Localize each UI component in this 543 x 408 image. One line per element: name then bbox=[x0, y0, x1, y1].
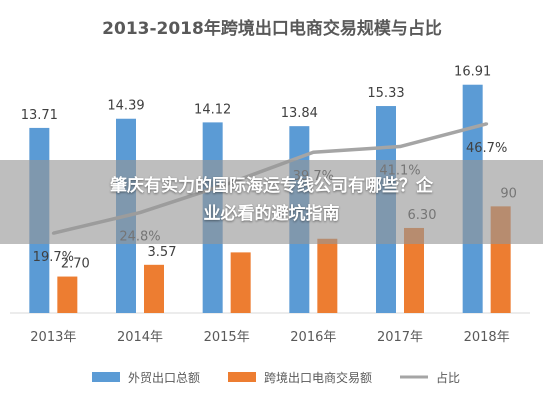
x-tick-label-0: 2013年 bbox=[30, 330, 76, 345]
bar-label-export-total-5: 16.91 bbox=[454, 65, 491, 80]
bar-ecommerce-3 bbox=[317, 238, 338, 313]
bar-label-export-total-0: 13.71 bbox=[21, 108, 58, 123]
ratio-point-4 bbox=[398, 145, 402, 149]
bar-label-export-total-4: 15.33 bbox=[367, 86, 404, 101]
bar-label-export-total-1: 14.39 bbox=[107, 99, 144, 114]
legend: 外贸出口总额 跨境出口电商交易额 占比 bbox=[92, 370, 460, 385]
legend-swatch-0 bbox=[92, 372, 120, 382]
banner-line-2: 业必看的避坑指南 bbox=[203, 204, 340, 224]
ratio-point-5 bbox=[485, 122, 489, 126]
bar-label-ecommerce-0: 2.70 bbox=[61, 257, 90, 272]
bar-label-ecommerce-1: 3.57 bbox=[148, 245, 177, 260]
legend-label-2: 占比 bbox=[436, 370, 460, 385]
bar-ecommerce-0 bbox=[57, 276, 78, 313]
x-tick-label-3: 2016年 bbox=[290, 330, 336, 345]
x-tick-label-5: 2018年 bbox=[464, 330, 510, 345]
bar-label-export-total-2: 14.12 bbox=[194, 102, 231, 117]
legend-label-1: 跨境出口电商交易额 bbox=[264, 370, 372, 385]
chart-title: 2013-2018年跨境出口电商交易规模与占比 bbox=[102, 18, 442, 39]
banner-line-1: 肇庆有实力的国际海运专线公司有哪些？企 bbox=[110, 176, 433, 196]
bar-ecommerce-4 bbox=[404, 227, 424, 313]
legend-label-0: 外贸出口总额 bbox=[128, 371, 200, 385]
overlay-banner-text: 肇庆有实力的国际海运专线公司有哪些？企 业必看的避坑指南 bbox=[0, 172, 543, 228]
x-tick-label-2: 2015年 bbox=[204, 330, 250, 345]
legend-swatch-1 bbox=[228, 372, 256, 382]
bar-label-export-total-3: 13.84 bbox=[281, 106, 318, 121]
ratio-point-3 bbox=[311, 150, 315, 154]
ratio-label-0: 19.7% bbox=[33, 250, 74, 265]
x-tick-label-1: 2014年 bbox=[117, 330, 163, 345]
bar-ecommerce-1 bbox=[144, 264, 164, 313]
x-tick-label-4: 2017年 bbox=[377, 330, 423, 345]
overlay-banner bbox=[0, 160, 543, 244]
bar-ecommerce-2 bbox=[230, 252, 251, 313]
ratio-label-5: 46.7% bbox=[466, 141, 507, 156]
x-tick-labels: 2013年 2014年 2015年 2016年 2017年 2018年 bbox=[30, 330, 509, 345]
